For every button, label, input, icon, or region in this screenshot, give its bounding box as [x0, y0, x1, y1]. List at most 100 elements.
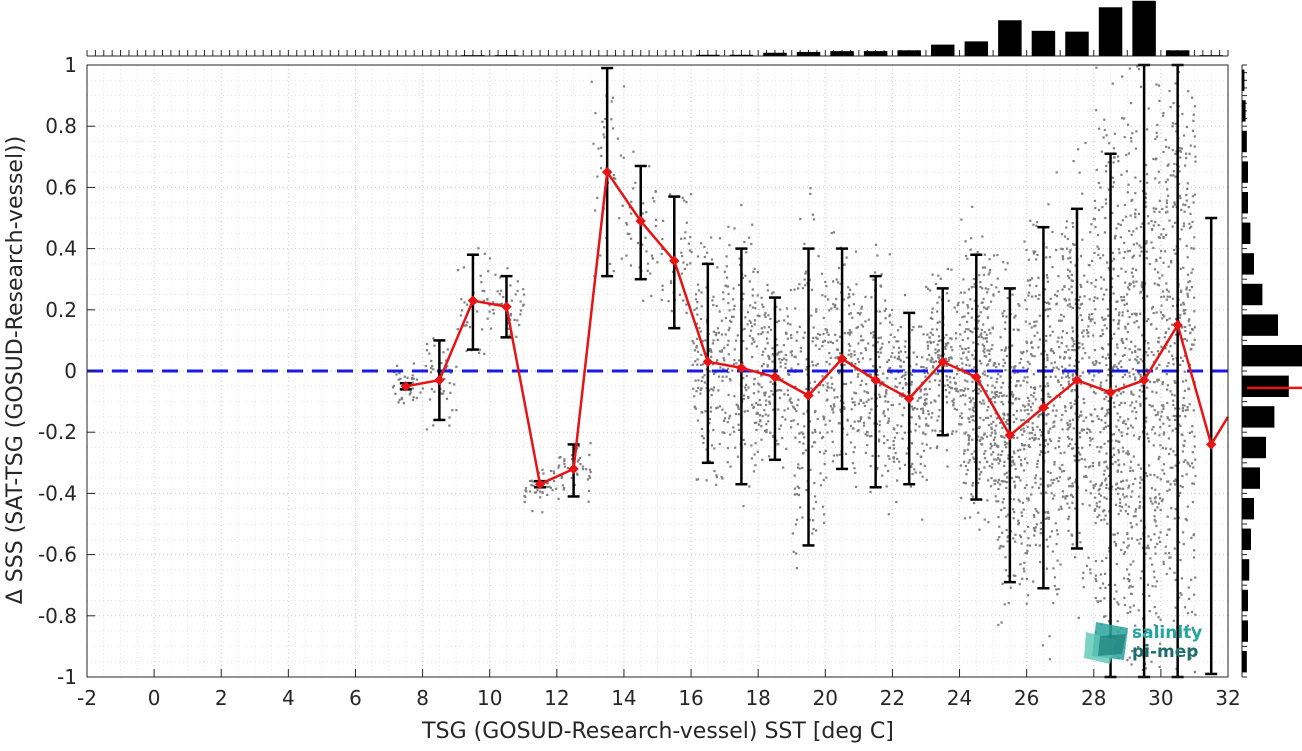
scatter-point	[910, 383, 912, 385]
scatter-point	[951, 357, 953, 359]
scatter-point	[642, 300, 644, 302]
scatter-point	[1163, 431, 1165, 433]
scatter-point	[1159, 444, 1161, 446]
right-histogram-bar	[1242, 529, 1251, 550]
scatter-point	[902, 387, 904, 389]
scatter-point	[884, 400, 886, 402]
scatter-point	[1151, 428, 1153, 430]
scatter-point	[997, 488, 999, 490]
scatter-point	[1105, 364, 1107, 366]
scatter-point	[1118, 404, 1120, 406]
scatter-point	[1158, 284, 1160, 286]
scatter-point	[1071, 502, 1073, 504]
scatter-point	[1089, 444, 1091, 446]
scatter-point	[704, 410, 706, 412]
top-histogram-bar	[897, 50, 920, 56]
scatter-point	[864, 320, 866, 322]
scatter-point	[1169, 345, 1171, 347]
scatter-point	[881, 343, 883, 345]
scatter-point	[1029, 220, 1031, 222]
scatter-point	[1045, 414, 1047, 416]
scatter-point	[984, 370, 986, 372]
scatter-point	[1126, 568, 1128, 570]
scatter-point	[1012, 396, 1014, 398]
scatter-point	[499, 293, 501, 295]
scatter-point	[1145, 351, 1147, 353]
scatter-point	[1088, 429, 1090, 431]
scatter-point	[1158, 337, 1160, 339]
scatter-point	[830, 405, 832, 407]
scatter-point	[955, 332, 957, 334]
scatter-point	[1023, 469, 1025, 471]
scatter-point	[872, 331, 874, 333]
scatter-point	[1130, 215, 1132, 217]
scatter-point	[889, 321, 891, 323]
scatter-point	[1068, 377, 1070, 379]
scatter-point	[1104, 587, 1106, 589]
scatter-point	[778, 358, 780, 360]
scatter-point	[1002, 365, 1004, 367]
scatter-point	[1004, 603, 1006, 605]
scatter-point	[991, 344, 993, 346]
scatter-point	[1105, 170, 1107, 172]
scatter-point	[1150, 405, 1152, 407]
scatter-point	[989, 332, 991, 334]
scatter-point	[1040, 483, 1042, 485]
scatter-point	[778, 428, 780, 430]
scatter-point	[917, 400, 919, 402]
scatter-point	[1001, 349, 1003, 351]
scatter-point	[1099, 587, 1101, 589]
scatter-point	[870, 408, 872, 410]
scatter-point	[850, 381, 852, 383]
scatter-point	[1132, 394, 1134, 396]
scatter-point	[1090, 223, 1092, 225]
scatter-point	[978, 274, 980, 276]
scatter-point	[965, 364, 967, 366]
scatter-point	[1191, 431, 1193, 433]
scatter-point	[1026, 462, 1028, 464]
scatter-point	[701, 305, 703, 307]
scatter-point	[1139, 436, 1141, 438]
scatter-point	[506, 267, 508, 269]
scatter-point	[600, 155, 602, 157]
scatter-point	[1068, 485, 1070, 487]
scatter-point	[819, 334, 821, 336]
scatter-point	[1079, 532, 1081, 534]
scatter-point	[1035, 398, 1037, 400]
scatter-point	[1119, 416, 1121, 418]
scatter-point	[763, 326, 765, 328]
scatter-point	[871, 398, 873, 400]
scatter-point	[1139, 505, 1141, 507]
scatter-point	[823, 317, 825, 319]
scatter-point	[934, 430, 936, 432]
scatter-point	[1194, 339, 1196, 341]
scatter-point	[893, 336, 895, 338]
scatter-point	[685, 304, 687, 306]
scatter-point	[1053, 494, 1055, 496]
scatter-point	[1129, 470, 1131, 472]
scatter-point	[1193, 248, 1195, 250]
scatter-point	[1161, 208, 1163, 210]
scatter-point	[921, 519, 923, 521]
scatter-point	[443, 390, 445, 392]
scatter-point	[826, 399, 828, 401]
scatter-point	[1133, 321, 1135, 323]
scatter-point	[695, 347, 697, 349]
scatter-point	[1058, 381, 1060, 383]
scatter-point	[1154, 546, 1156, 548]
scatter-point	[702, 363, 704, 365]
scatter-point	[815, 344, 817, 346]
y-tick-label: -1	[57, 665, 77, 689]
scatter-point	[1063, 285, 1065, 287]
scatter-point	[719, 350, 721, 352]
scatter-point	[1157, 414, 1159, 416]
scatter-point	[1020, 419, 1022, 421]
scatter-point	[477, 247, 479, 249]
scatter-point	[914, 407, 916, 409]
scatter-point	[1101, 151, 1103, 153]
scatter-point	[877, 341, 879, 343]
scatter-point	[964, 403, 966, 405]
scatter-point	[542, 473, 544, 475]
scatter-point	[844, 364, 846, 366]
scatter-point	[1167, 179, 1169, 181]
